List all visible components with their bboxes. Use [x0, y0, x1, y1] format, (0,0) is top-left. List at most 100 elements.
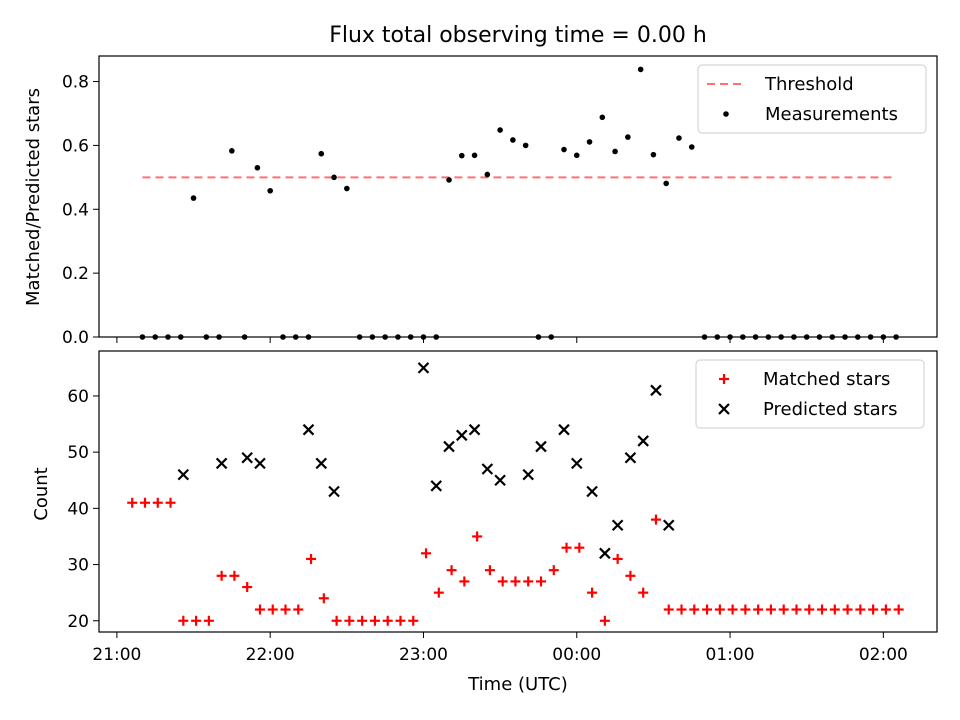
matched-star-point	[510, 576, 521, 587]
predicted-star-point	[315, 457, 328, 470]
legend-predicted-swatch	[718, 403, 730, 415]
matched-star-point	[242, 582, 253, 593]
measurement-point	[688, 144, 695, 150]
measurement-point	[267, 187, 273, 194]
measurement-point	[484, 171, 491, 178]
matched-star-point	[216, 570, 227, 581]
matched-star-point	[612, 553, 623, 564]
matched-star-point	[689, 604, 700, 615]
legend-label: Measurements	[765, 104, 898, 125]
measurement-point	[344, 185, 350, 192]
matched-star-point	[395, 615, 406, 626]
top-y-axis-label: Matched/Predicted stars	[23, 88, 44, 306]
predicted-star-point	[611, 519, 624, 531]
measurement-point	[625, 134, 631, 140]
matched-star-point	[650, 514, 661, 525]
predicted-star-point	[650, 384, 662, 397]
predicted-star-point	[456, 429, 468, 442]
measurement-point	[573, 152, 580, 159]
x-tick-label: 23:00	[399, 645, 448, 665]
predicted-star-point	[535, 440, 547, 453]
x-tick-label: 21:00	[92, 645, 141, 665]
measurement-point	[190, 195, 197, 201]
matched-star-point	[484, 565, 495, 576]
matched-star-point	[714, 604, 725, 615]
chart-title: Flux total observing time = 0.00 h	[329, 23, 707, 48]
matched-star-point	[127, 497, 138, 508]
matched-star-point	[472, 531, 483, 542]
predicted-star-point	[494, 474, 506, 487]
y-tick-label: 0.6	[62, 136, 89, 156]
measurement-point	[229, 148, 235, 154]
matched-star-point	[625, 570, 636, 581]
bottom-plot-area: 20 30 40 50 60 21:00 22:00 23:00 00:00 01:00 02:00	[67, 362, 908, 665]
predicted-star-point	[586, 485, 598, 498]
y-tick-label: 0.4	[62, 200, 89, 220]
matched-star-point	[408, 615, 419, 626]
y-tick-label: 20	[67, 612, 89, 632]
predicted-star-point	[481, 463, 494, 475]
matched-star-point	[676, 604, 687, 615]
measurement-point	[650, 151, 657, 158]
matched-star-point	[178, 615, 189, 626]
top-legend: Threshold Measurements	[697, 64, 927, 134]
measurement-point	[497, 127, 503, 133]
matched-star-point	[740, 604, 751, 615]
matched-star-point	[587, 587, 598, 598]
predicted-star-point	[599, 547, 611, 560]
legend-box	[697, 64, 927, 134]
predicted-star-point	[254, 457, 266, 470]
top-axis-frame	[98, 55, 938, 338]
matched-star-point	[331, 615, 342, 626]
predicted-star-point	[177, 468, 190, 481]
measurement-point	[318, 150, 325, 157]
legend-measurement-swatch	[723, 111, 729, 117]
matched-star-point	[497, 576, 508, 587]
matched-star-point	[791, 604, 802, 615]
matched-star-point	[548, 565, 559, 576]
matched-star-point	[523, 576, 534, 587]
y-tick-label: 50	[67, 443, 89, 463]
measurement-point	[331, 174, 337, 181]
matched-star-point	[765, 604, 776, 615]
matched-star-point	[421, 548, 432, 559]
bottom-legend: Matched stars Predicted stars	[695, 359, 925, 429]
measurement-point	[561, 146, 567, 153]
y-tick-label: 60	[67, 387, 89, 407]
matched-star-point	[254, 604, 265, 615]
measurement-point	[510, 137, 516, 143]
top-panel: Flux total observing time = 0.00 h Match…	[23, 23, 938, 348]
x-tick-label: 01:00	[706, 645, 755, 665]
predicted-star-point	[417, 362, 430, 374]
matched-star-point	[306, 553, 317, 564]
predicted-star-point	[241, 452, 253, 464]
legend-label: Predicted stars	[763, 399, 897, 420]
predicted-star-point	[302, 423, 315, 436]
matched-star-point	[599, 615, 610, 626]
matched-star-point	[280, 604, 291, 615]
predicted-star-point	[522, 468, 534, 481]
measurement-point	[599, 114, 606, 121]
measurement-point	[471, 152, 478, 159]
predicted-star-point	[570, 457, 583, 470]
matched-star-point	[191, 615, 202, 626]
predicted-star-point	[443, 440, 455, 453]
matched-star-point	[855, 604, 866, 615]
y-tick-label: 0.2	[62, 264, 89, 284]
matched-star-point	[165, 497, 176, 508]
measurement-point	[446, 177, 452, 183]
matched-star-point	[357, 615, 368, 626]
matched-star-point	[535, 576, 546, 587]
matched-star-point	[727, 604, 738, 615]
predicted-star-point	[637, 435, 649, 447]
y-tick-label: 0.8	[62, 73, 89, 93]
x-tick-label: 00:00	[552, 645, 601, 665]
matched-star-point	[574, 542, 585, 553]
matched-star-point	[778, 604, 789, 615]
legend-label: Threshold	[764, 74, 854, 95]
matched-star-point	[267, 604, 278, 615]
matched-star-point	[561, 542, 572, 553]
bottom-y-axis-label: Count	[31, 467, 52, 520]
legend-label: Matched stars	[763, 369, 890, 390]
